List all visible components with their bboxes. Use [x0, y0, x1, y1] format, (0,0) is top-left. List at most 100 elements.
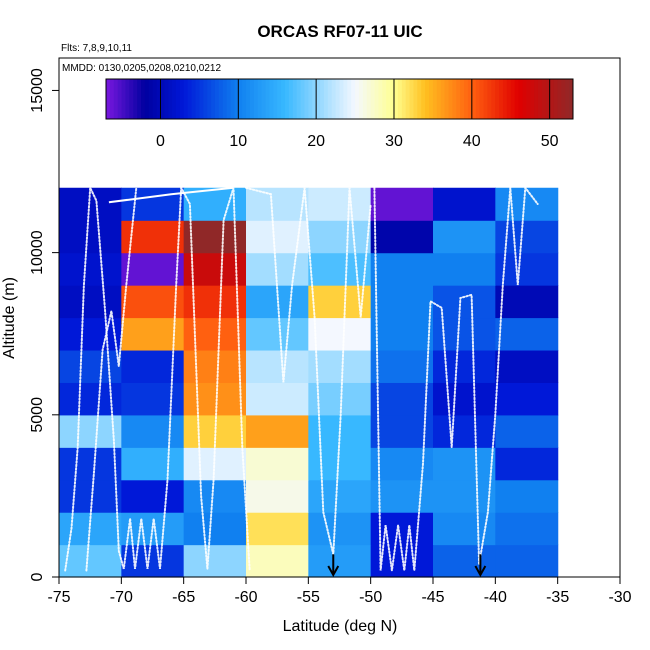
colorbar-segment [432, 79, 438, 119]
colorbar-segment [113, 79, 119, 119]
colorbar-segment [226, 79, 232, 119]
colorbar-tick-label: 0 [156, 133, 165, 150]
colorbar-segment [339, 79, 344, 119]
heatmap-cell [308, 479, 372, 513]
colorbar-segment [308, 79, 313, 119]
colorbar-segment [483, 79, 488, 119]
flight-track-top [108, 186, 234, 204]
flight-tracks [64, 183, 539, 578]
colorbar-segment [288, 79, 294, 119]
colorbar-segment [320, 79, 325, 119]
colorbar-segment [440, 79, 446, 119]
colorbar-segment [176, 79, 181, 119]
axes: -75 -70 -65 -60 -55 -50 -45 -40 -35 -30 0 5000 10000… [29, 57, 632, 606]
heatmap-cell [495, 414, 559, 448]
heatmap-cell [246, 479, 309, 513]
colorbar-segment [156, 79, 161, 119]
x-tick-label: -35 [546, 589, 569, 606]
colorbar-segment [214, 79, 220, 119]
x-tick-label: -60 [234, 589, 257, 606]
heatmap-cell [495, 349, 559, 383]
heatmap-cell [495, 447, 559, 481]
flights-note: Flts: 7,8,9,10,11 [61, 43, 132, 54]
colorbar-segment [148, 79, 154, 119]
colorbar-segment [429, 79, 434, 119]
heatmap-cell [121, 285, 185, 319]
heatmap-cell [370, 220, 434, 254]
colorbar-segment [211, 79, 216, 119]
colorbar-segment [549, 79, 555, 119]
x-tick-label: -30 [608, 589, 631, 606]
heatmap-cells [59, 187, 559, 578]
x-tick-label: -45 [421, 589, 444, 606]
marker-arrow-head [327, 565, 340, 578]
x-tick-label: -65 [172, 589, 195, 606]
heatmap-cell [370, 285, 434, 319]
heatmap-cell [246, 544, 309, 578]
heatmap-cell [59, 252, 122, 286]
colorbar-segment [417, 79, 422, 119]
heatmap-cell [308, 220, 372, 254]
colorbar-segment [413, 79, 418, 119]
marker-arrow-head [474, 565, 487, 578]
heatmap-cell [495, 544, 559, 578]
colorbar-segment [448, 79, 453, 119]
colorbar-segment [230, 79, 235, 119]
heatmap-cell [370, 252, 434, 286]
heatmap-cell [59, 317, 122, 351]
heatmap-cell [246, 414, 309, 448]
colorbar-segment [518, 79, 523, 119]
heatmap-cell [370, 187, 434, 221]
heatmap-cell [308, 544, 372, 578]
colorbar-segment [129, 79, 134, 119]
heatmap-cell [121, 414, 185, 448]
colorbar-segment [467, 79, 473, 119]
chart-title: ORCAS RF07-11 UIC [257, 22, 422, 41]
heatmap-cell [59, 544, 122, 578]
heatmap-cell [433, 187, 496, 221]
colorbar-segment [117, 79, 123, 119]
colorbar-segment [534, 79, 539, 119]
colorbar-segment [195, 79, 200, 119]
heatmap-cell [59, 220, 122, 254]
colorbar-segment [557, 79, 562, 119]
colorbar-segment [125, 79, 130, 119]
colorbar-segment [499, 79, 504, 119]
colorbar-segment [121, 79, 126, 119]
colorbar-tick-label: 40 [463, 133, 481, 150]
colorbar-segment [561, 79, 566, 119]
heatmap-cell [183, 349, 247, 383]
colorbar-segment [191, 79, 197, 119]
colorbar-segment [510, 79, 516, 119]
y-axis-label: Altitude (m) [1, 277, 18, 359]
colorbar-segment [541, 79, 547, 119]
colorbar-segment [300, 79, 305, 119]
colorbar-segment [304, 79, 309, 119]
colorbar-segment [495, 79, 500, 119]
heatmap-cell [370, 512, 434, 546]
colorbar-segment [316, 79, 321, 119]
colorbar-segment [358, 79, 364, 119]
x-tick-label: -50 [359, 589, 382, 606]
heatmap-cell [183, 317, 247, 351]
x-tick-label: -55 [297, 589, 320, 606]
colorbar-segment [370, 79, 376, 119]
colorbar-segment [530, 79, 535, 119]
colorbar-tick-label: 50 [541, 133, 559, 150]
flight-track-d [85, 186, 138, 572]
y-tick-label: 10000 [29, 230, 46, 275]
heatmap-cell [433, 479, 496, 513]
heatmap-cell [59, 414, 122, 448]
colorbar-segment [464, 79, 469, 119]
heatmap-cell [433, 382, 496, 416]
colorbar-segment [343, 79, 348, 119]
colorbar-segment [514, 79, 520, 119]
colorbar-segment [506, 79, 512, 119]
heatmap-cell [121, 479, 185, 513]
colorbar-segment [397, 79, 403, 119]
colorbar-segment [390, 79, 395, 119]
colorbar-segment [179, 79, 185, 119]
colorbar-segment [296, 79, 302, 119]
colorbar-segment [405, 79, 411, 119]
